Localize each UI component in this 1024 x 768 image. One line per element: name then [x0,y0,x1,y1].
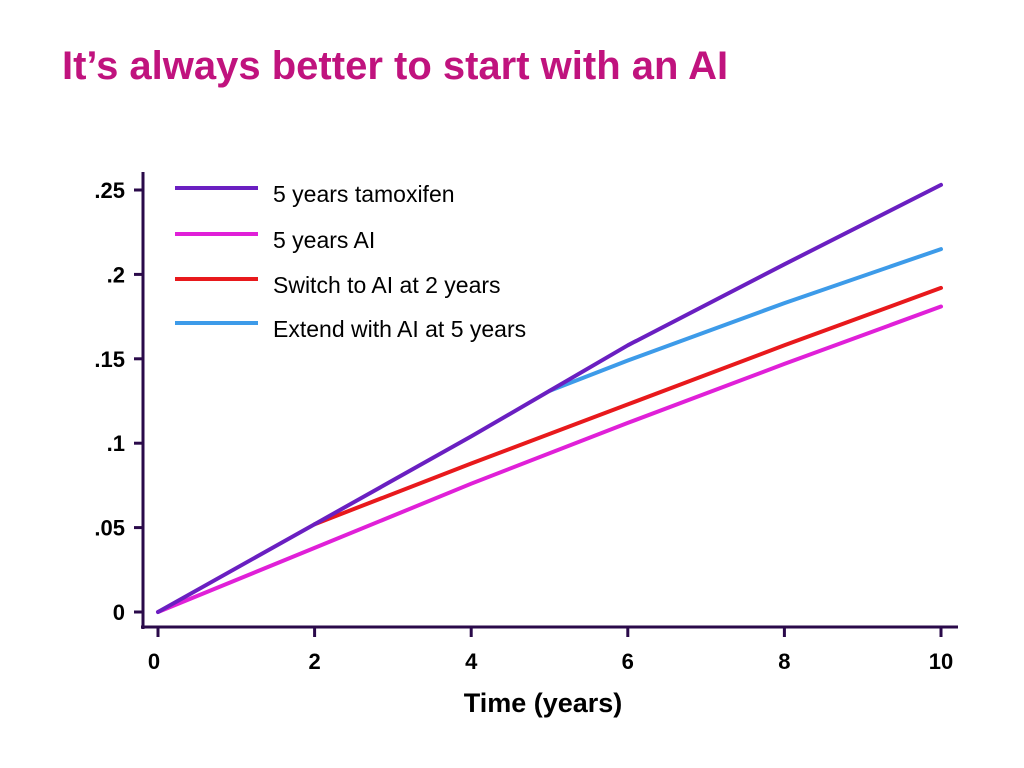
legend-label: Extend with AI at 5 years [273,316,526,342]
chart-legend: 5 years tamoxifen 5 years AI Switch to AI … [175,181,526,342]
y-tick-label: .05 [94,516,125,541]
x-tick-label: 8 [778,649,790,674]
y-tick-label: .15 [94,347,125,372]
legend-label: 5 years AI [273,227,375,253]
x-axis-title: Time (years) [464,688,623,718]
x-tick-label: 10 [929,649,953,674]
x-tick-label: 2 [308,649,320,674]
legend-label: 5 years tamoxifen [273,181,455,207]
y-tick-label: 0 [113,600,125,625]
x-tick-label: 4 [465,649,478,674]
x-tick-label: 0 [148,649,160,674]
legend-label: Switch to AI at 2 years [273,272,501,298]
slide-title: It’s always better to start with an AI [62,44,729,88]
series-line-3 [547,247,943,393]
series-line-1 [156,304,943,614]
y-tick-label: .1 [107,431,125,456]
y-tick-label: .2 [107,262,125,287]
series-line-2 [312,285,943,527]
series-line-0 [156,182,943,614]
x-tick-label: 6 [622,649,634,674]
chart-axes: 0 .05 .1 .15 .2 .25 0 2 4 6 8 10 [94,172,958,674]
chart-series [156,182,943,614]
y-tick-label: .25 [94,178,125,203]
